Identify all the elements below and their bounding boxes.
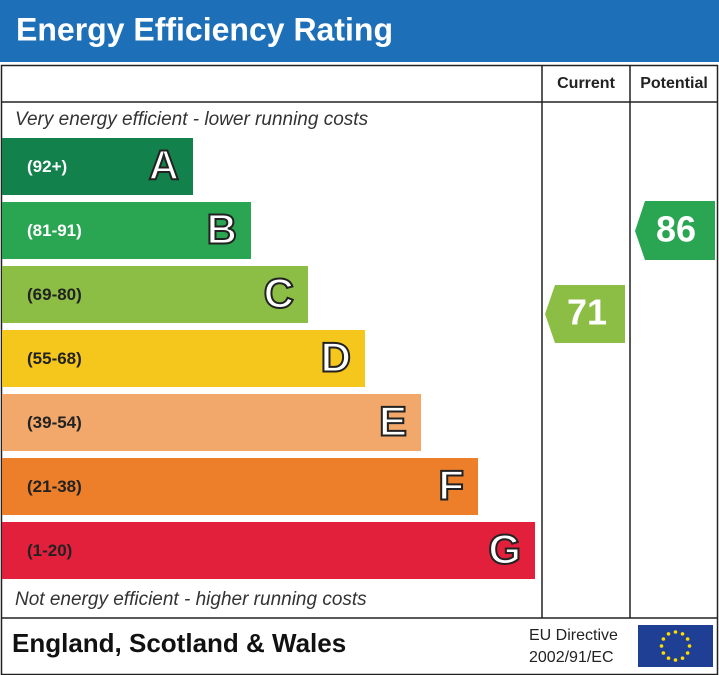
band-letter: D	[321, 334, 351, 381]
eu-star	[659, 644, 664, 648]
band-letter: B	[207, 206, 237, 253]
top-note: Very energy efficient - lower running co…	[15, 109, 369, 130]
eu-star	[661, 637, 666, 641]
band-range: (39-54)	[27, 413, 82, 432]
eu-star	[680, 656, 685, 660]
eu-star	[680, 632, 685, 636]
column-header: Potential	[640, 75, 708, 92]
eu-star	[687, 644, 692, 648]
eu-stars	[659, 630, 692, 662]
band-bar	[2, 522, 535, 579]
band-letter: F	[438, 462, 464, 509]
band-bar	[2, 266, 308, 323]
current-arrow	[545, 285, 625, 343]
band-bar	[2, 138, 193, 195]
eu-star	[666, 632, 671, 636]
column-header: Current	[557, 75, 615, 92]
potential-rating: 86	[656, 209, 696, 250]
band-range: (69-80)	[27, 285, 82, 304]
band-bar	[2, 330, 365, 387]
eu-star	[661, 651, 666, 655]
band-bar	[2, 394, 421, 451]
band-bar	[2, 458, 478, 515]
band-range: (55-68)	[27, 349, 82, 368]
potential-arrow	[635, 201, 715, 260]
band-range: (92+)	[27, 157, 67, 176]
region: England, Scotland & Wales	[12, 628, 346, 658]
band-range: (81-91)	[27, 221, 82, 240]
directive: EU Directive	[529, 627, 618, 644]
eu-star	[673, 658, 678, 662]
directive: 2002/91/EC	[529, 649, 614, 666]
eu-star	[666, 656, 671, 660]
band-range: (21-38)	[27, 477, 82, 496]
title: Energy Efficiency Rating	[16, 11, 393, 47]
band-letter: A	[149, 142, 179, 189]
band-letter: C	[264, 270, 294, 317]
eu-star	[673, 630, 678, 634]
band-letter: G	[488, 526, 521, 573]
current-rating: 71	[567, 292, 607, 333]
title-bar	[0, 0, 719, 62]
eu-star	[685, 637, 690, 641]
eu-star	[685, 651, 690, 655]
band-letter: E	[379, 398, 407, 445]
bottom-note: Not energy efficient - higher running co…	[15, 589, 367, 610]
band-bar	[2, 202, 251, 259]
band-range: (1-20)	[27, 541, 72, 560]
